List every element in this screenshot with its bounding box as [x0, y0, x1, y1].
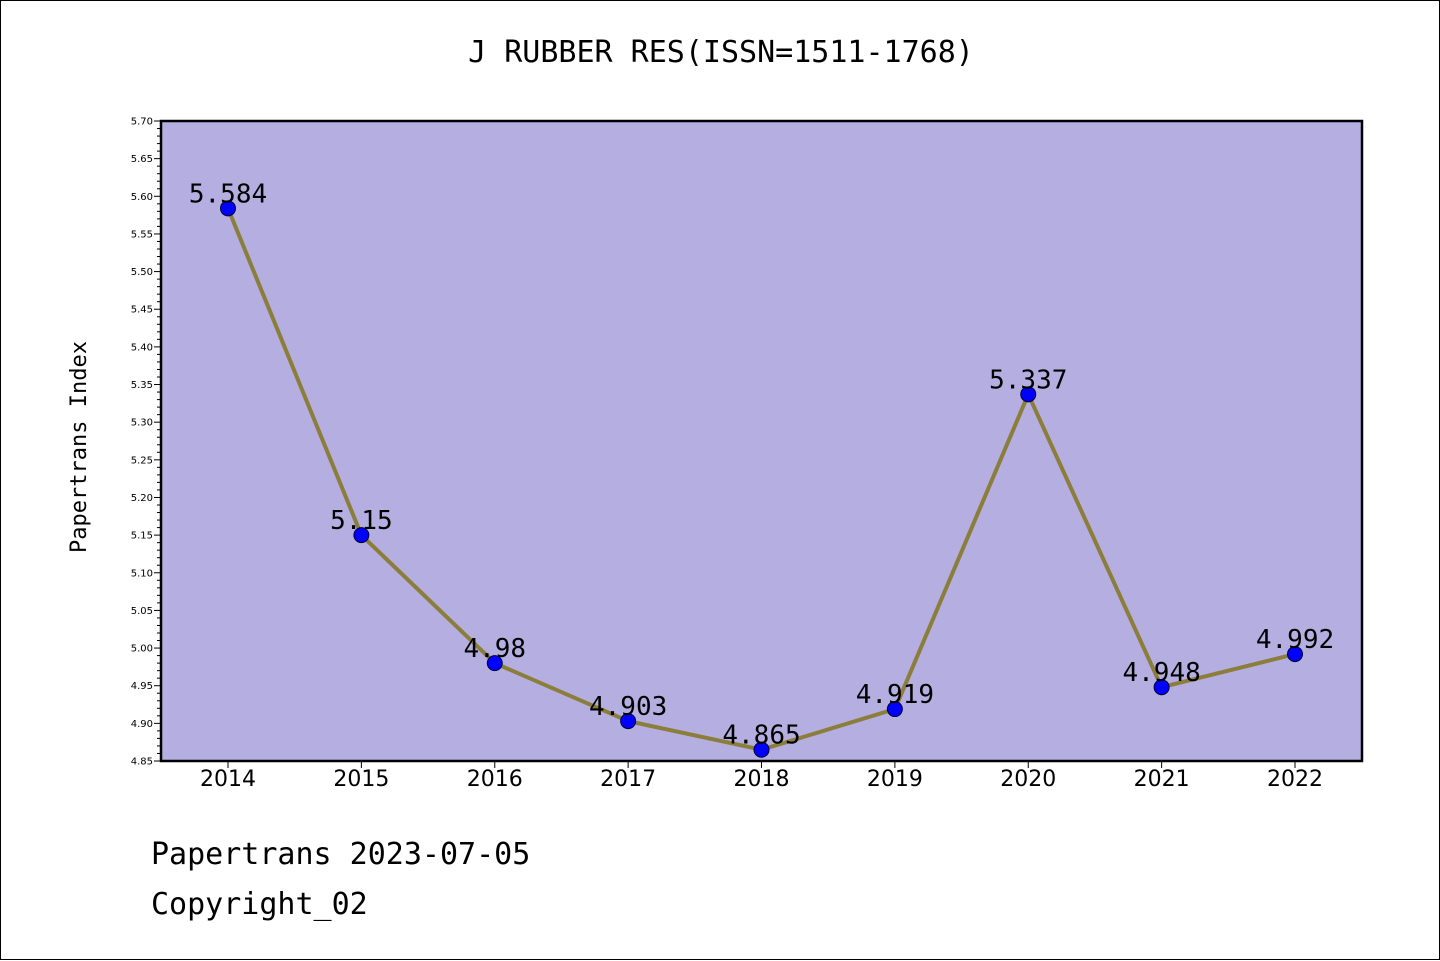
- x-tick-label: 2015: [333, 767, 389, 792]
- data-point: [1287, 646, 1303, 663]
- plot-border: [159, 119, 1364, 763]
- data-label: 4.865: [722, 721, 800, 751]
- plot-area: [161, 121, 1362, 761]
- x-tick-label: 2022: [1267, 767, 1323, 792]
- y-tick-label: 5.70: [131, 117, 153, 128]
- y-tick-label: 5.15: [131, 531, 153, 542]
- x-tick-label: 2020: [1000, 767, 1056, 792]
- y-axis-label: Papertrans Index: [67, 341, 92, 553]
- y-tick-label: 5.00: [131, 644, 153, 655]
- x-tick-label: 2014: [200, 767, 256, 792]
- data-label: 5.337: [989, 365, 1067, 395]
- data-label: 5.584: [189, 179, 267, 209]
- x-tick-label: 2018: [734, 767, 790, 792]
- y-tick-label: 5.55: [131, 229, 153, 240]
- y-tick-label: 5.30: [131, 418, 153, 429]
- x-tick-label: 2019: [867, 767, 923, 792]
- y-tick-label: 5.45: [131, 305, 153, 316]
- x-tick-label: 2021: [1134, 767, 1190, 792]
- data-point: [1020, 386, 1037, 403]
- data-label: 4.903: [589, 692, 667, 722]
- x-tick-label: 2017: [600, 767, 656, 792]
- data-point: [220, 200, 236, 217]
- y-tick-label: 5.65: [131, 154, 153, 165]
- data-point: [620, 713, 637, 730]
- data-point: [1153, 679, 1170, 696]
- footer-copyright: Copyright_02: [151, 887, 368, 922]
- x-tick-label: 2016: [467, 767, 523, 792]
- y-tick-label: 4.95: [131, 681, 153, 692]
- y-tick-label: 4.85: [131, 757, 153, 768]
- data-point: [353, 527, 370, 544]
- y-tick-label: 5.35: [131, 380, 153, 391]
- footer-date: Papertrans 2023-07-05: [151, 837, 531, 872]
- y-tick-label: 5.25: [131, 455, 153, 466]
- data-label: 4.98: [463, 634, 526, 664]
- data-label: 4.992: [1256, 625, 1334, 655]
- y-tick-label: 5.20: [131, 493, 153, 504]
- y-tick-label: 5.50: [131, 267, 153, 278]
- data-point: [753, 741, 770, 758]
- y-tick-label: 5.60: [131, 192, 153, 203]
- y-tick-label: 5.10: [131, 568, 153, 579]
- y-tick-label: 5.40: [131, 342, 153, 353]
- data-point: [886, 701, 903, 718]
- data-point: [486, 655, 503, 672]
- data-label: 5.15: [330, 506, 393, 536]
- y-tick-label: 5.05: [131, 606, 153, 617]
- y-tick-label: 4.90: [131, 719, 153, 730]
- data-label: 4.919: [856, 680, 934, 710]
- data-label: 4.948: [1122, 658, 1200, 688]
- chart-title: J RUBBER RES(ISSN=1511-1768): [468, 35, 974, 70]
